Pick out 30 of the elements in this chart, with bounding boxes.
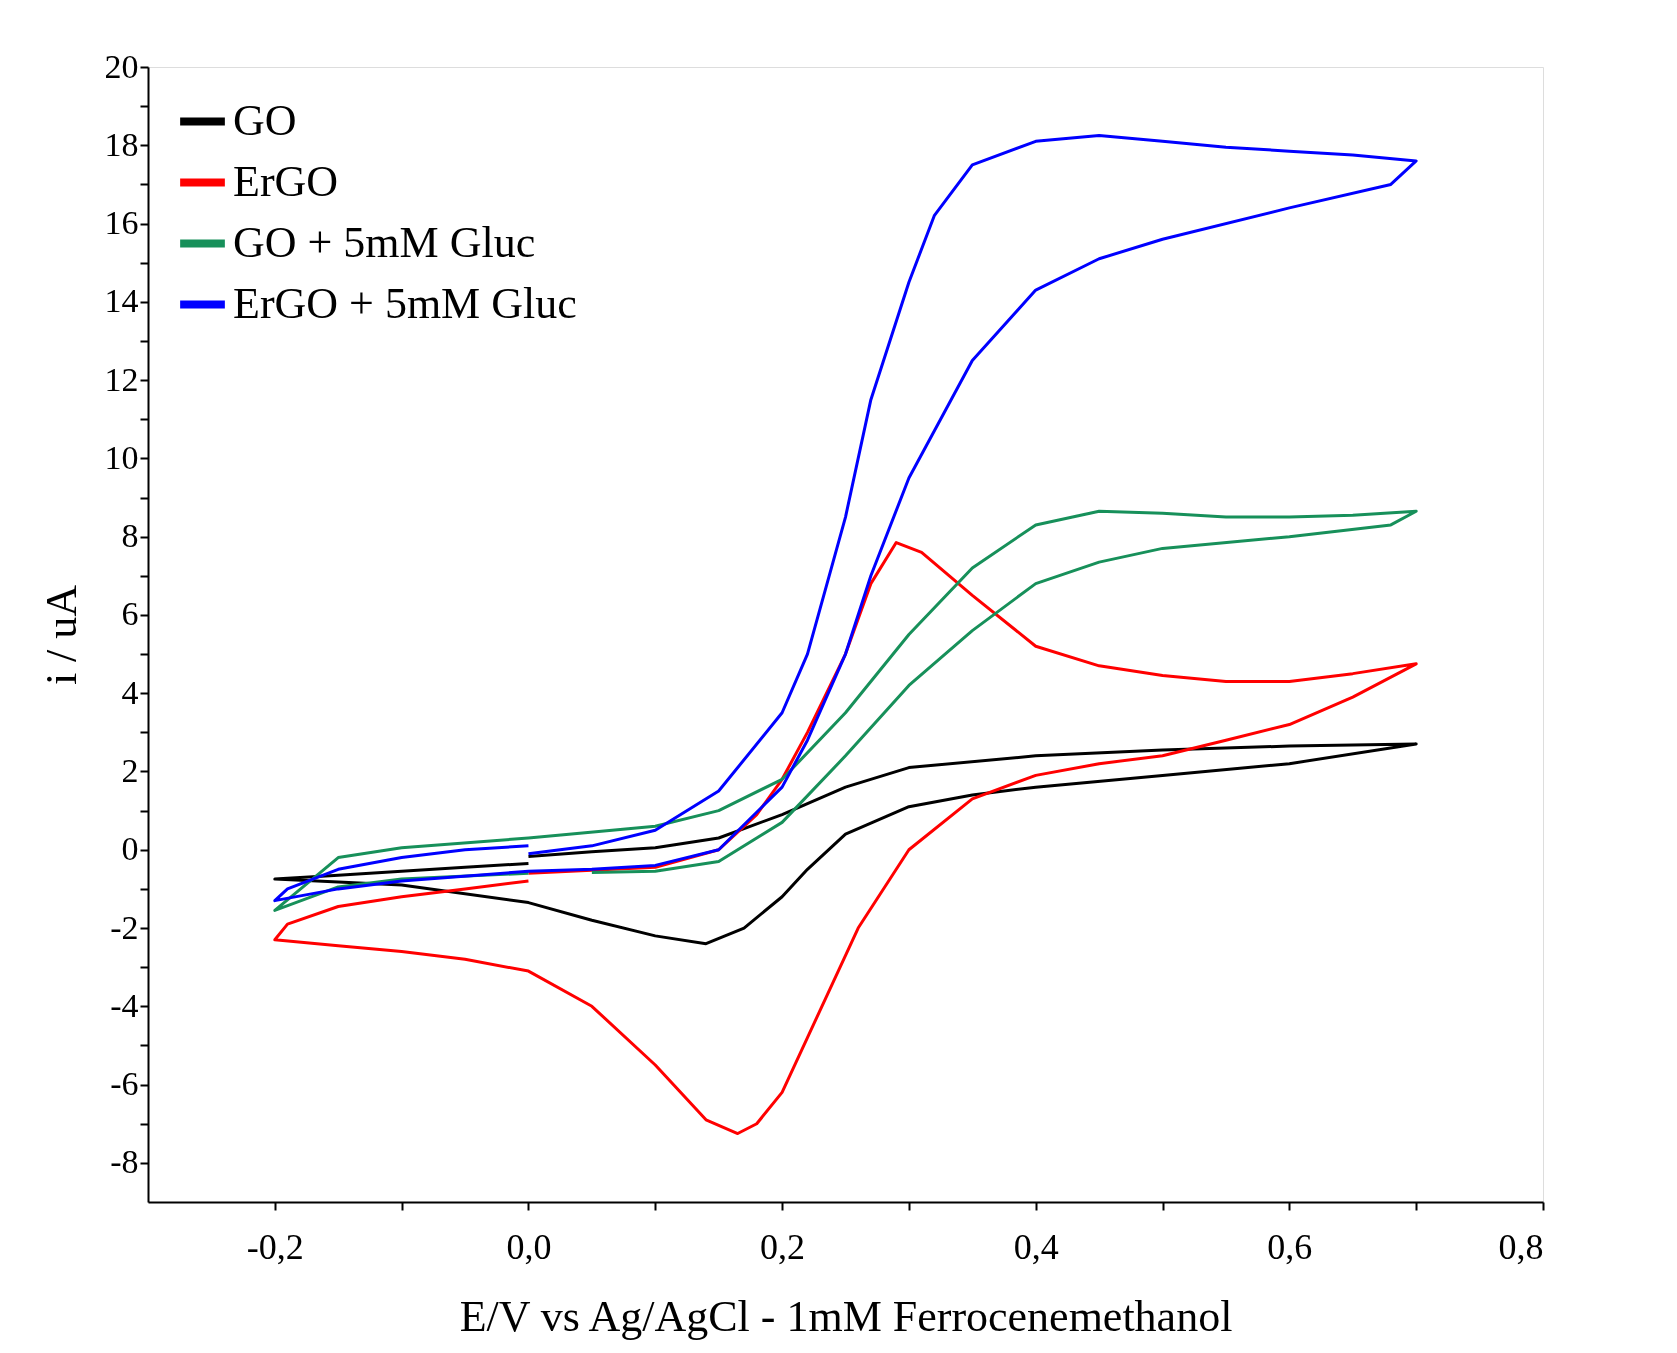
- x-axis-title: E/V vs Ag/AgCl - 1mM Ferrocenemethanol: [459, 1291, 1233, 1341]
- y-tick-label: -8: [110, 1143, 139, 1181]
- y-axis-title: i / uA: [36, 584, 86, 686]
- line-series: [273, 742, 1418, 946]
- x-tick-label: 0,0: [506, 1226, 552, 1267]
- legend-label: ErGO: [233, 156, 339, 206]
- y-tick-label: 10: [104, 438, 139, 476]
- y-tick-label: 16: [104, 204, 139, 242]
- y-tick-label: -2: [110, 908, 139, 946]
- y-tick-label: 8: [121, 517, 139, 555]
- line-series: [273, 541, 1418, 1136]
- y-tick-label: 0: [121, 830, 139, 868]
- legend-label: ErGO + 5mM Gluc: [233, 278, 577, 328]
- y-tick-label: 20: [104, 47, 139, 85]
- line-series: [273, 509, 1418, 912]
- legend-label: GO: [233, 95, 297, 145]
- y-tick-label: 6: [121, 595, 139, 633]
- y-tick-label: 4: [121, 673, 139, 711]
- x-tick-label: 0,6: [1267, 1226, 1313, 1267]
- y-tick-label: 12: [104, 360, 139, 398]
- y-tick-label: 18: [104, 125, 139, 163]
- y-tick-label: 14: [104, 282, 139, 320]
- x-tick-label: 0,4: [1013, 1226, 1059, 1267]
- y-tick-label: 2: [121, 751, 139, 789]
- y-tick-label: -6: [110, 1065, 139, 1103]
- y-tick-label: -4: [110, 986, 139, 1024]
- x-tick-label: -0,2: [246, 1226, 304, 1267]
- x-tick-label: 0,8: [1498, 1226, 1544, 1267]
- x-tick-label: 0,2: [760, 1226, 806, 1267]
- legend-label: GO + 5mM Gluc: [233, 217, 536, 267]
